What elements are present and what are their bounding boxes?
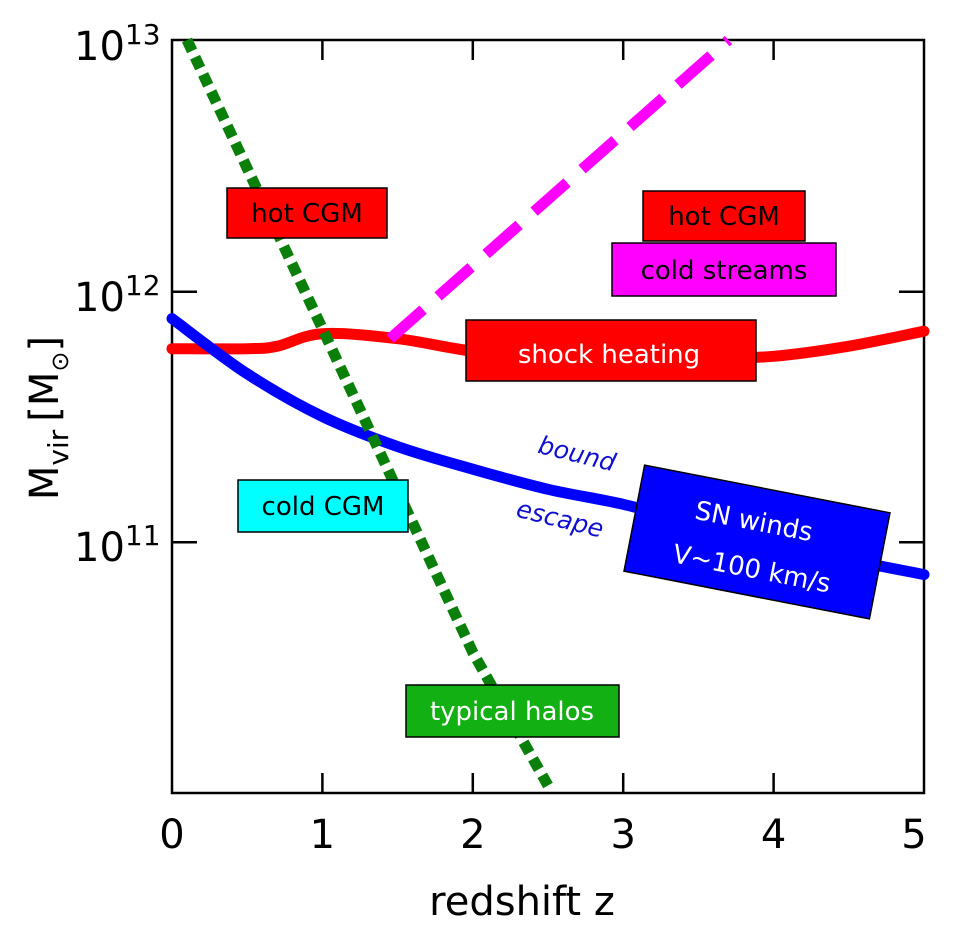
y-tick-exp: 11 (125, 519, 161, 552)
y-axis-base: M (22, 466, 68, 501)
x-tick-marks (321, 40, 775, 793)
y-tick-labels: 1013 1012 1011 (74, 18, 161, 571)
x-axis-title: redshift z (429, 879, 615, 925)
annotation-box (642, 190, 806, 242)
annotation-text: cold streams (641, 256, 808, 286)
annotation-typical-halos: typical halos (405, 684, 620, 738)
y-tick-exp: 12 (125, 269, 161, 302)
annotation-text: shock heating (518, 340, 700, 370)
annotation-box (465, 319, 757, 382)
annotation-cold-streams: cold streams (611, 242, 837, 297)
annotation-text: hot CGM (251, 199, 363, 229)
series-line-typical-halos (182, 37, 553, 789)
annotation-cold-cgm: cold CGM (237, 479, 409, 533)
annotation-box (623, 464, 891, 620)
y-axis-unit-close: ] (22, 336, 68, 352)
y-tick-exp: 13 (125, 18, 161, 51)
x-tick-labels: 0 1 2 3 4 5 (159, 812, 926, 858)
y-axis-title: Mvir [M⊙] (22, 336, 75, 500)
annotation-text: hot CGM (668, 202, 780, 232)
x-tick-label: 4 (761, 812, 786, 858)
y-tick-marks (172, 290, 924, 544)
x-tick-label: 2 (460, 812, 485, 858)
x-tick-label: 0 (159, 812, 184, 858)
annotations: hot CGM hot CGM cold streams shock heati… (226, 187, 891, 738)
annotation-hot-cgm-right: hot CGM (642, 190, 806, 242)
annotation-text: cold CGM (262, 492, 385, 522)
y-axis-unit-open: [M (22, 372, 68, 422)
curve-label-bound: bound (535, 430, 619, 477)
x-tick-label: 1 (310, 812, 335, 858)
y-tick-base: 10 (74, 525, 125, 571)
annotation-box (226, 187, 388, 239)
annotation-box (405, 684, 620, 738)
series-line-cold-streams-boundary (386, 35, 733, 343)
x-tick-label: 5 (901, 812, 926, 858)
annotation-text: typical halos (430, 697, 594, 727)
annotation-box (611, 242, 837, 297)
annotation-sn-winds: SN winds V~100 km/s (623, 464, 891, 620)
y-tick-label: 1011 (74, 519, 161, 571)
annotation-shock-heating: shock heating (465, 319, 757, 382)
y-tick-base: 10 (74, 24, 125, 70)
y-axis-unit-sub: ⊙ (46, 351, 74, 371)
annotation-hot-cgm-left: hot CGM (226, 187, 388, 239)
y-tick-label: 1012 (74, 269, 161, 321)
y-tick-label: 1013 (74, 18, 161, 70)
plot-frame (170, 38, 926, 795)
series-layer (166, 35, 930, 789)
y-axis-sub: vir (42, 429, 75, 465)
x-tick-label: 3 (610, 812, 635, 858)
annotation-box (237, 479, 409, 533)
y-tick-base: 10 (74, 275, 125, 321)
